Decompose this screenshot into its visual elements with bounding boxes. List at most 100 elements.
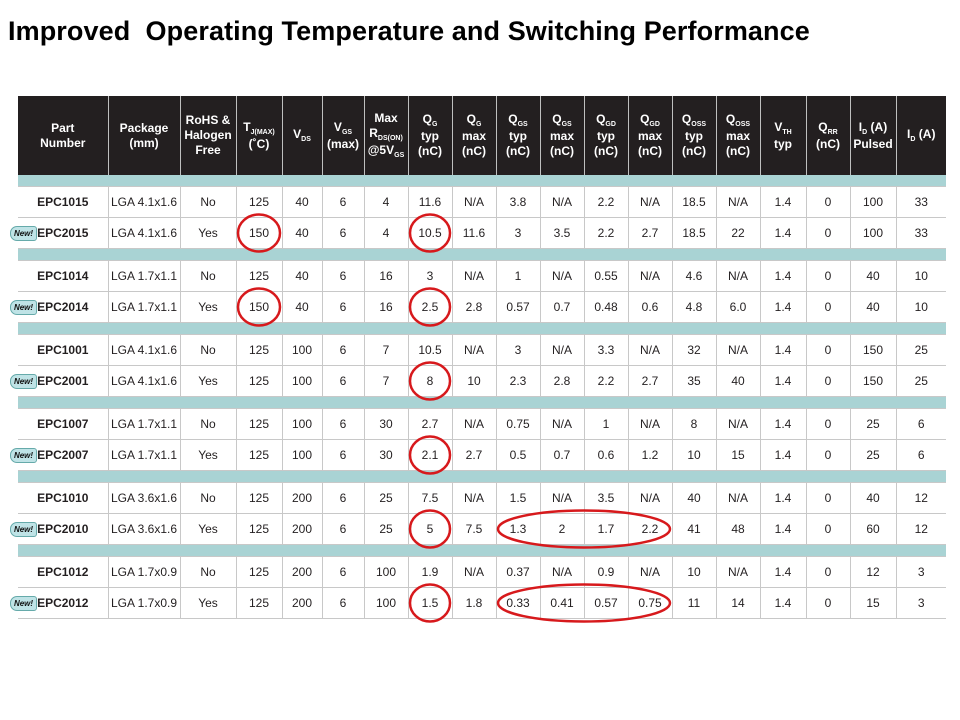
spec-cell: N/A	[540, 260, 585, 292]
spec-cell: N/A	[452, 556, 497, 588]
spec-cell: 0	[806, 513, 851, 545]
spec-cell: 1	[496, 260, 541, 292]
spec-cell: 2.2	[628, 513, 673, 545]
spec-cell: 3	[408, 260, 453, 292]
spec-cell: N/A	[628, 260, 673, 292]
spec-cell: 3	[496, 334, 541, 366]
spec-cell: N/A	[540, 556, 585, 588]
spec-cell: 2.1	[408, 439, 453, 471]
spec-cell: N/A	[716, 556, 761, 588]
spec-cell: 18.5	[672, 217, 717, 249]
spec-cell: 25	[364, 513, 409, 545]
spec-cell: 1.4	[760, 439, 807, 471]
spec-cell: N/A	[628, 556, 673, 588]
table-row: EPC2007 LGA 1.7x1.1 Yes 125 100 6 30 2.1 2.7 0.5 0…	[18, 439, 946, 471]
spec-cell: 60	[850, 513, 897, 545]
spec-cell: 14	[716, 587, 761, 619]
separator-cell	[18, 470, 946, 483]
spec-cell: 100	[850, 217, 897, 249]
spec-cell: 11.6	[408, 186, 453, 218]
spec-cell: 100	[282, 439, 323, 471]
part-number-cell: EPC1007	[18, 408, 109, 440]
spec-cell: 40	[850, 260, 897, 292]
spec-cell: 7	[364, 365, 409, 397]
spec-cell: 40	[282, 260, 323, 292]
new-badge: New!	[10, 226, 37, 241]
column-header: QRR (nC)	[806, 96, 851, 175]
spec-cell: 10	[672, 439, 717, 471]
spec-cell: N/A	[540, 334, 585, 366]
spec-cell: 4.8	[672, 291, 717, 323]
spec-cell: LGA 1.7x1.1	[108, 291, 181, 323]
spec-cell: N/A	[452, 186, 497, 218]
spec-cell: N/A	[452, 260, 497, 292]
spec-cell: 30	[364, 439, 409, 471]
spec-cell: 200	[282, 482, 323, 514]
spec-cell: 25	[850, 408, 897, 440]
spec-cell: No	[180, 482, 237, 514]
spec-cell: 6	[322, 334, 365, 366]
spec-cell: Yes	[180, 291, 237, 323]
column-header: VGS (max)	[322, 96, 365, 175]
spec-cell: LGA 3.6x1.6	[108, 482, 181, 514]
table-row: EPC2012 LGA 1.7x0.9 Yes 125 200 6 100 1.5 1.8 0.3…	[18, 587, 946, 619]
group-separator	[18, 175, 946, 187]
spec-cell: N/A	[540, 482, 585, 514]
spec-cell: 100	[282, 408, 323, 440]
spec-cell: 35	[672, 365, 717, 397]
spec-cell: 3.8	[496, 186, 541, 218]
new-badge: New!	[10, 596, 37, 611]
spec-cell: 25	[896, 365, 946, 397]
column-header: Max RDS(ON) @5VGS	[364, 96, 409, 175]
spec-cell: 0.6	[628, 291, 673, 323]
spec-cell: 1.4	[760, 482, 807, 514]
spec-cell: LGA 3.6x1.6	[108, 513, 181, 545]
column-header: QGS typ (nC)	[496, 96, 541, 175]
spec-cell: LGA 4.1x1.6	[108, 186, 181, 218]
spec-cell: 40	[282, 217, 323, 249]
spec-cell: 33	[896, 186, 946, 218]
spec-cell: 100	[364, 587, 409, 619]
spec-cell: LGA 4.1x1.6	[108, 365, 181, 397]
spec-cell: 6	[322, 260, 365, 292]
spec-cell: 40	[850, 482, 897, 514]
spec-cell: 1.3	[496, 513, 541, 545]
table-row: EPC2015 LGA 4.1x1.6 Yes 150 40 6 4 10.5 11.6 3 3.5…	[18, 217, 946, 249]
spec-cell: 1.4	[760, 513, 807, 545]
spec-cell: 2.3	[496, 365, 541, 397]
spec-cell: 30	[364, 408, 409, 440]
new-badge: New!	[10, 300, 37, 315]
spec-cell: 125	[236, 482, 283, 514]
spec-cell: LGA 1.7x1.1	[108, 408, 181, 440]
spec-cell: 10	[896, 291, 946, 323]
spec-cell: 25	[850, 439, 897, 471]
spec-cell: 0.48	[584, 291, 629, 323]
spec-cell: 15	[850, 587, 897, 619]
spec-cell: 40	[716, 365, 761, 397]
spec-cell: 200	[282, 587, 323, 619]
column-header: VDS	[282, 96, 323, 175]
spec-cell: 2.7	[408, 408, 453, 440]
column-header: QGD max (nC)	[628, 96, 673, 175]
spec-cell: LGA 4.1x1.6	[108, 334, 181, 366]
spec-cell: 25	[364, 482, 409, 514]
spec-cell: 1.8	[452, 587, 497, 619]
spec-cell: 1.4	[760, 334, 807, 366]
spec-cell: 0	[806, 260, 851, 292]
column-header: RoHS & Halogen Free	[180, 96, 237, 175]
table-row: EPC1014 LGA 1.7x1.1 No 125 40 6 16 3 N/A 1 N/A 0.55…	[18, 260, 946, 292]
table-row: EPC2001 LGA 4.1x1.6 Yes 125 100 6 7 8 10 2.3 2.8 2.…	[18, 365, 946, 397]
separator-cell	[18, 396, 946, 409]
part-number-cell: EPC1010	[18, 482, 109, 514]
spec-cell: 6	[322, 513, 365, 545]
spec-cell: LGA 1.7x1.1	[108, 260, 181, 292]
spec-cell: 7.5	[408, 482, 453, 514]
spec-cell: No	[180, 556, 237, 588]
spec-cell: 1	[584, 408, 629, 440]
spec-cell: 15	[716, 439, 761, 471]
spec-cell: 125	[236, 587, 283, 619]
spec-cell: Yes	[180, 439, 237, 471]
spec-cell: 2.8	[540, 365, 585, 397]
spec-cell: 0.9	[584, 556, 629, 588]
spec-cell: 0.7	[540, 291, 585, 323]
